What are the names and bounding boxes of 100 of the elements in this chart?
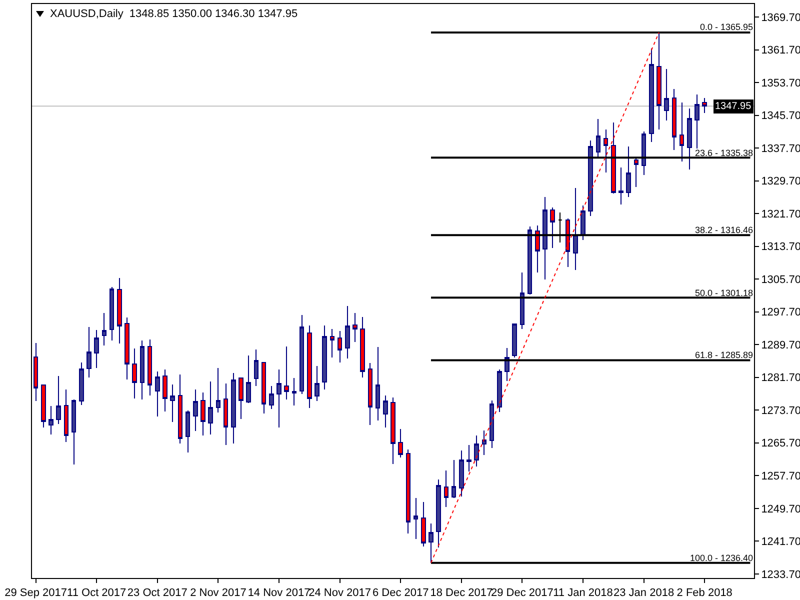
annotation: 100.0 - 1236.40	[690, 553, 754, 563]
candlestick	[459, 450, 464, 498]
candlestick	[687, 108, 692, 170]
candlestick	[71, 399, 76, 466]
candlestick	[504, 347, 510, 382]
candlestick	[292, 377, 297, 406]
candlestick	[580, 204, 586, 240]
x-tick-label: 29 Dec 2017	[491, 587, 554, 600]
candlestick	[474, 435, 479, 468]
candlestick	[390, 396, 396, 465]
candlestick	[466, 444, 472, 472]
x-tick-label: 23 Oct 2017	[127, 587, 188, 600]
candlestick	[626, 146, 631, 198]
candlestick	[162, 369, 168, 412]
candlestick	[102, 312, 107, 346]
ref-line-label: 1347.95	[715, 101, 752, 112]
candlestick	[41, 384, 46, 428]
candlestick	[497, 369, 502, 412]
candlestick	[360, 316, 365, 378]
candlestick	[383, 394, 388, 428]
candlestick	[352, 312, 358, 343]
candlestick	[345, 306, 350, 360]
candlestick	[94, 329, 99, 368]
candlestick	[117, 277, 122, 344]
candlestick	[436, 478, 441, 548]
candlestick	[269, 385, 274, 410]
candlestick	[314, 365, 320, 402]
candlestick	[79, 362, 84, 406]
candlestick	[48, 406, 54, 435]
x-tick-label: 2 Feb 2018	[676, 587, 732, 600]
candlestick	[618, 166, 624, 206]
candlestick	[520, 272, 525, 330]
candlestick	[124, 317, 130, 380]
candlestick	[398, 428, 403, 458]
candlestick	[428, 523, 434, 564]
candlestick	[238, 376, 244, 420]
candlestick	[406, 448, 411, 534]
candlestick	[634, 156, 639, 188]
x-tick-label: 24 Nov 2017	[308, 587, 371, 600]
candlestick	[588, 140, 593, 217]
x-tick-label: 6 Dec 2017	[372, 587, 429, 600]
candlestick	[694, 94, 700, 150]
candlestick	[489, 400, 494, 448]
candlestick	[178, 374, 183, 444]
candlestick	[86, 326, 92, 378]
candlestick	[231, 372, 236, 444]
candlestick	[200, 392, 206, 436]
candlestick	[702, 97, 707, 114]
candlestick	[421, 501, 426, 547]
chart-title: XAUUSD,Daily	[50, 8, 124, 20]
line-series	[430, 32, 660, 564]
candlestick	[596, 118, 601, 158]
annotation: 38.2 - 1316.46	[695, 225, 754, 235]
candlestick	[368, 362, 373, 426]
candlestick	[664, 68, 669, 122]
candlestick	[140, 340, 145, 400]
candlestick	[482, 430, 487, 456]
candlestick	[170, 384, 175, 423]
annotation: 50.0 - 1301.18	[695, 288, 754, 298]
candlestick	[322, 324, 327, 390]
candlestick	[276, 369, 282, 428]
annotation: 23.6 - 1335.38	[695, 148, 754, 158]
x-tick-label: 11 Jan 2018	[553, 587, 613, 600]
candlestick	[330, 328, 335, 358]
candlestick	[64, 389, 69, 443]
candlestick	[109, 286, 114, 342]
candlestick	[246, 355, 251, 404]
candlestick	[147, 339, 152, 396]
candlestick	[451, 460, 456, 499]
candlestick	[216, 367, 221, 414]
candlestick	[672, 88, 677, 150]
candlestick	[679, 102, 684, 162]
candlestick	[185, 410, 190, 454]
candlestick	[254, 349, 259, 386]
x-tick-label: 23 Jan 2018	[614, 587, 674, 600]
candlestick	[535, 224, 540, 274]
x-tick-label: 18 Dec 2017	[430, 587, 493, 600]
candlestick	[512, 322, 517, 358]
chart-subtitle: 1348.85 1350.00 1346.30 1347.95	[129, 8, 298, 20]
candlestick	[611, 122, 616, 194]
candlestick	[132, 348, 137, 399]
candlestick	[56, 375, 61, 425]
candlestick	[33, 342, 38, 402]
x-tick-label: 2 Nov 2017	[190, 587, 246, 600]
candlestick	[603, 128, 608, 173]
candlestick	[550, 206, 555, 249]
x-tick-label: 11 Oct 2017	[67, 587, 126, 600]
x-tick-label: 29 Sep 2017	[4, 587, 67, 600]
candlestick	[413, 498, 418, 540]
candlestick	[542, 196, 548, 280]
x-tick-label: 14 Nov 2017	[248, 587, 310, 600]
candlestick	[649, 48, 654, 142]
candlestick	[284, 346, 289, 400]
candlestick	[223, 383, 228, 446]
candlestick	[375, 346, 380, 421]
candlestick	[299, 314, 304, 394]
candlestick	[261, 361, 266, 414]
candlestick	[307, 324, 312, 409]
candlestick	[573, 188, 578, 271]
candlestick	[337, 330, 342, 364]
